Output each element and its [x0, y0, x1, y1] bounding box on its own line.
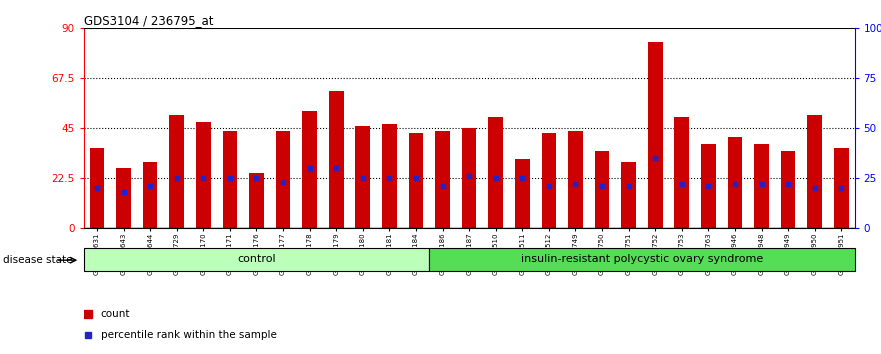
Bar: [223, 131, 237, 228]
Bar: [382, 124, 396, 228]
Text: count: count: [100, 309, 130, 319]
Text: disease state: disease state: [3, 255, 72, 265]
Bar: [116, 169, 131, 228]
Bar: [675, 117, 689, 228]
Bar: [515, 159, 529, 228]
Bar: [595, 150, 610, 228]
Bar: [409, 133, 423, 228]
Bar: [462, 129, 477, 228]
Text: insulin-resistant polycystic ovary syndrome: insulin-resistant polycystic ovary syndr…: [521, 254, 763, 264]
Bar: [143, 162, 158, 228]
Bar: [807, 115, 822, 228]
Bar: [302, 110, 317, 228]
Bar: [754, 144, 769, 228]
Bar: [488, 117, 503, 228]
Bar: [728, 137, 743, 228]
Bar: [249, 173, 263, 228]
Bar: [435, 131, 450, 228]
Text: GDS3104 / 236795_at: GDS3104 / 236795_at: [84, 14, 213, 27]
Bar: [429, 248, 855, 271]
Bar: [356, 126, 370, 228]
Bar: [834, 148, 848, 228]
Bar: [84, 248, 429, 271]
Bar: [276, 131, 291, 228]
Bar: [781, 150, 796, 228]
Bar: [542, 133, 556, 228]
Bar: [701, 144, 715, 228]
Text: control: control: [237, 254, 276, 264]
Bar: [329, 91, 344, 228]
Bar: [621, 162, 636, 228]
Bar: [568, 131, 582, 228]
Bar: [169, 115, 184, 228]
Bar: [90, 148, 104, 228]
Bar: [196, 122, 211, 228]
Text: percentile rank within the sample: percentile rank within the sample: [100, 330, 277, 341]
Bar: [648, 42, 663, 228]
